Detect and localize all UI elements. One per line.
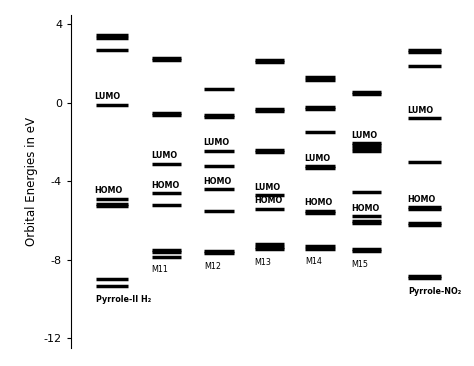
Text: HOMO: HOMO (304, 198, 333, 207)
Text: HOMO: HOMO (94, 186, 123, 195)
Text: LUMO: LUMO (351, 131, 377, 140)
Text: LUMO: LUMO (94, 93, 120, 101)
Text: LUMO: LUMO (304, 154, 330, 163)
Text: HOMO: HOMO (151, 180, 179, 190)
Text: M11: M11 (152, 265, 168, 274)
Text: HOMO: HOMO (407, 195, 436, 204)
Text: M12: M12 (204, 262, 221, 271)
Y-axis label: Orbital Energies in eV: Orbital Energies in eV (26, 117, 38, 246)
Text: LUMO: LUMO (203, 138, 229, 147)
Text: M14: M14 (305, 257, 322, 266)
Text: Pyrrole-II H₂: Pyrrole-II H₂ (96, 295, 151, 304)
Text: LUMO: LUMO (407, 106, 433, 115)
Text: M15: M15 (352, 260, 369, 269)
Text: HOMO: HOMO (351, 204, 379, 213)
Text: LUMO: LUMO (254, 183, 280, 191)
Text: HOMO: HOMO (254, 196, 282, 205)
Text: HOMO: HOMO (203, 177, 231, 186)
Text: LUMO: LUMO (151, 151, 177, 160)
Text: Pyrrole-NO₂: Pyrrole-NO₂ (409, 287, 462, 296)
Text: M13: M13 (255, 258, 272, 267)
